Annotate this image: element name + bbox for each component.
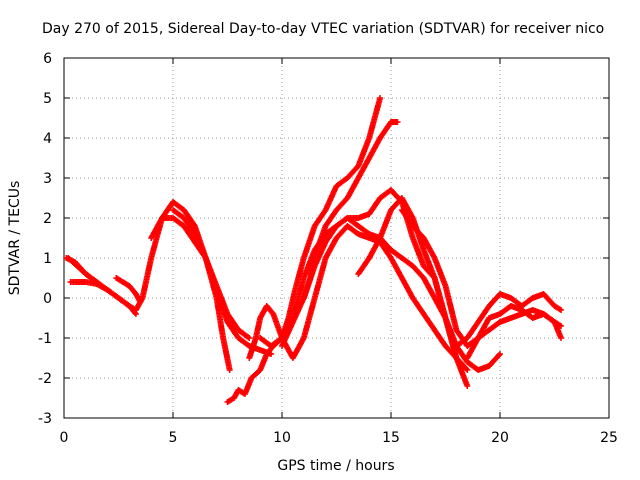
chart-title: Day 270 of 2015, Sidereal Day-to-day VTE… xyxy=(42,21,604,37)
data-point xyxy=(137,299,144,305)
y-axis-label: SDTVAR / TECUs xyxy=(7,181,23,296)
x-axis-label: GPS time / hours xyxy=(277,458,394,474)
series-sat-n xyxy=(453,291,565,349)
series-sat-l xyxy=(355,195,503,373)
data-point xyxy=(245,334,252,341)
data-point xyxy=(464,367,471,373)
series-sat-o xyxy=(464,303,565,361)
y-tick-label: -2 xyxy=(38,371,52,387)
data-point xyxy=(377,95,384,101)
x-tick-label: 10 xyxy=(273,430,291,446)
y-tick-label: 1 xyxy=(43,251,52,267)
y-tick-label: 3 xyxy=(43,171,52,187)
data-point xyxy=(463,365,470,372)
x-tick-label: 20 xyxy=(491,430,509,446)
y-tick-label: 4 xyxy=(43,131,52,147)
series-sat-k xyxy=(300,119,401,301)
grid xyxy=(64,58,609,418)
data-point xyxy=(226,367,233,373)
y-tick-label: -3 xyxy=(38,411,52,427)
y-tick-label: -1 xyxy=(38,331,52,347)
data-point xyxy=(558,307,565,313)
data-point xyxy=(394,119,401,125)
y-tick-label: 2 xyxy=(43,211,52,227)
x-tick-label: 25 xyxy=(600,430,618,446)
series-sat-c xyxy=(65,255,100,285)
series-sat-a xyxy=(63,199,233,373)
series-sat-d xyxy=(113,275,144,305)
y-tick-label: 6 xyxy=(43,51,52,67)
data-point xyxy=(132,309,139,316)
x-tick-label: 0 xyxy=(60,430,69,446)
data-point xyxy=(464,383,471,389)
x-tick-label: 15 xyxy=(382,430,400,446)
data-point xyxy=(558,335,565,341)
y-tick-label: 0 xyxy=(43,291,52,307)
data-point xyxy=(496,352,503,359)
data-point xyxy=(93,279,100,285)
data-point xyxy=(132,311,139,317)
data-point xyxy=(92,278,99,285)
plot-frame xyxy=(63,57,610,419)
series-sat-f xyxy=(170,207,253,341)
data-point xyxy=(497,351,503,357)
y-tick-label: 5 xyxy=(43,91,52,107)
data-point xyxy=(246,335,253,341)
data-points xyxy=(63,95,565,405)
ticks: 0 5 10 15 20 25 -3 -2 -1 0 1 2 3 4 5 6 xyxy=(38,51,618,446)
x-tick-label: 5 xyxy=(169,430,178,446)
